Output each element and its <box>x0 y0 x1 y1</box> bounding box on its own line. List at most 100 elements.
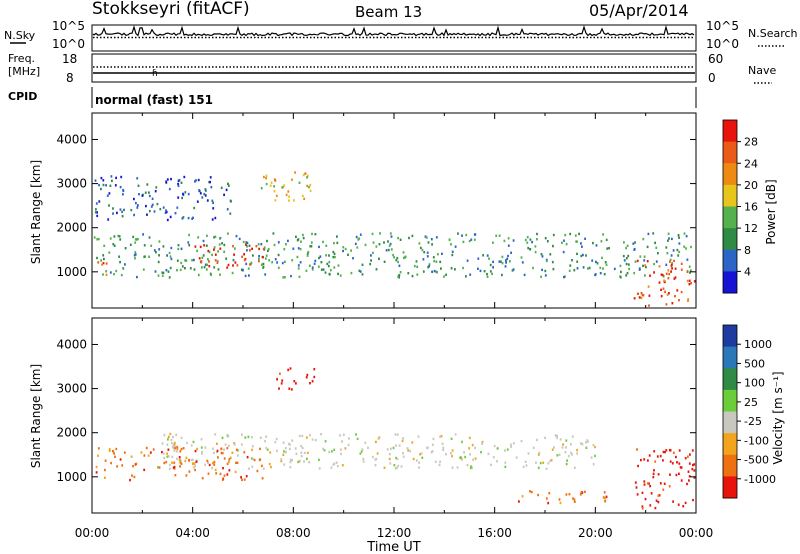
echo-cell <box>260 187 263 190</box>
echo-cell <box>361 273 364 276</box>
echo-cell <box>226 473 229 476</box>
echo-cell <box>451 454 453 458</box>
echo-cell <box>324 440 327 443</box>
echo-cell <box>647 232 650 236</box>
echo-cell <box>311 268 314 271</box>
echo-cell <box>520 439 523 443</box>
echo-cell <box>552 267 555 271</box>
echo-cell <box>225 188 228 192</box>
echo-cell <box>619 275 622 278</box>
y-tick-label: 3000 <box>56 382 87 396</box>
echo-cell <box>238 237 241 241</box>
echo-cell <box>574 234 577 237</box>
echo-cell <box>253 458 256 462</box>
echo-cell <box>361 448 364 451</box>
echo-cell <box>144 255 146 258</box>
echo-cell <box>161 450 163 454</box>
echo-cell <box>270 465 272 469</box>
echo-cell <box>378 243 381 246</box>
echo-cell <box>665 272 668 275</box>
echo-cell <box>426 446 428 450</box>
echo-cell <box>141 194 144 197</box>
echo-cell <box>318 458 320 461</box>
echo-cell <box>356 437 359 441</box>
echo-cell <box>178 456 181 459</box>
echo-cell <box>398 276 400 279</box>
echo-cell <box>289 466 292 469</box>
echo-cell <box>350 271 353 275</box>
echo-cell <box>663 280 666 284</box>
echo-cell <box>432 256 435 259</box>
echo-cell <box>168 463 171 467</box>
echo-cell <box>180 181 183 184</box>
echo-cell <box>427 241 430 244</box>
echo-cell <box>192 466 195 469</box>
echo-cell <box>333 462 336 465</box>
echo-cell <box>206 234 208 237</box>
echo-cell <box>676 289 679 292</box>
colorbar-swatch <box>723 163 737 186</box>
echo-cell <box>655 499 658 502</box>
echo-cell <box>400 465 403 468</box>
echo-cell <box>229 456 232 459</box>
echo-cell <box>496 447 499 450</box>
echo-cell <box>283 463 286 466</box>
echo-cell <box>669 460 672 463</box>
echo-cell <box>503 239 506 243</box>
echo-cell <box>665 263 668 266</box>
echo-cell <box>100 176 103 180</box>
echo-cell <box>570 443 572 446</box>
echo-cell <box>510 251 512 254</box>
echo-cell <box>556 454 559 457</box>
echo-cell <box>486 254 489 257</box>
echo-cell <box>682 505 685 508</box>
echo-cell <box>581 245 583 248</box>
echo-cell <box>474 233 477 236</box>
echo-cell <box>170 177 172 181</box>
echo-cell <box>559 438 562 441</box>
echo-cell <box>203 192 206 196</box>
echo-cell <box>313 368 316 371</box>
echo-cell <box>305 376 308 379</box>
echo-cell <box>646 245 649 249</box>
echo-cell <box>646 482 649 485</box>
echo-cell <box>673 259 675 263</box>
echo-cell <box>512 268 515 271</box>
echo-cell <box>554 434 557 437</box>
echo-cell <box>281 186 284 189</box>
echo-cell <box>282 453 285 456</box>
echo-cell <box>118 235 121 238</box>
echo-cell <box>234 247 236 250</box>
echo-cell <box>214 216 217 220</box>
echo-cell <box>219 247 222 250</box>
echo-cell <box>337 272 339 276</box>
echo-cell <box>578 232 580 236</box>
velocity-colorbar: 1000 500 100 25 -25 -100 -500 -1000 <box>722 324 776 499</box>
echo-cell <box>644 264 646 267</box>
echo-cell <box>454 245 457 248</box>
echo-cell <box>121 210 123 214</box>
echo-cell <box>466 259 469 262</box>
echo-cell <box>469 273 472 276</box>
echo-cell <box>213 463 216 466</box>
echo-cell <box>288 447 291 451</box>
echo-cell <box>162 245 165 248</box>
echo-cell <box>693 280 696 283</box>
echo-cell <box>648 482 650 485</box>
echo-cell <box>395 259 398 262</box>
echo-cell <box>660 288 662 291</box>
echo-cell <box>297 460 300 464</box>
echo-cell <box>501 262 504 265</box>
echo-cell <box>650 492 653 495</box>
echo-cell <box>339 274 342 277</box>
echo-cell <box>226 462 229 466</box>
echo-cell <box>692 463 694 467</box>
echo-cell <box>451 449 454 452</box>
echo-cell <box>196 249 198 253</box>
echo-cell <box>196 200 199 203</box>
echo-cell <box>690 282 692 285</box>
echo-cell <box>688 475 691 478</box>
echo-cell <box>643 480 646 483</box>
echo-cell <box>441 442 444 445</box>
echo-cell <box>261 464 263 468</box>
